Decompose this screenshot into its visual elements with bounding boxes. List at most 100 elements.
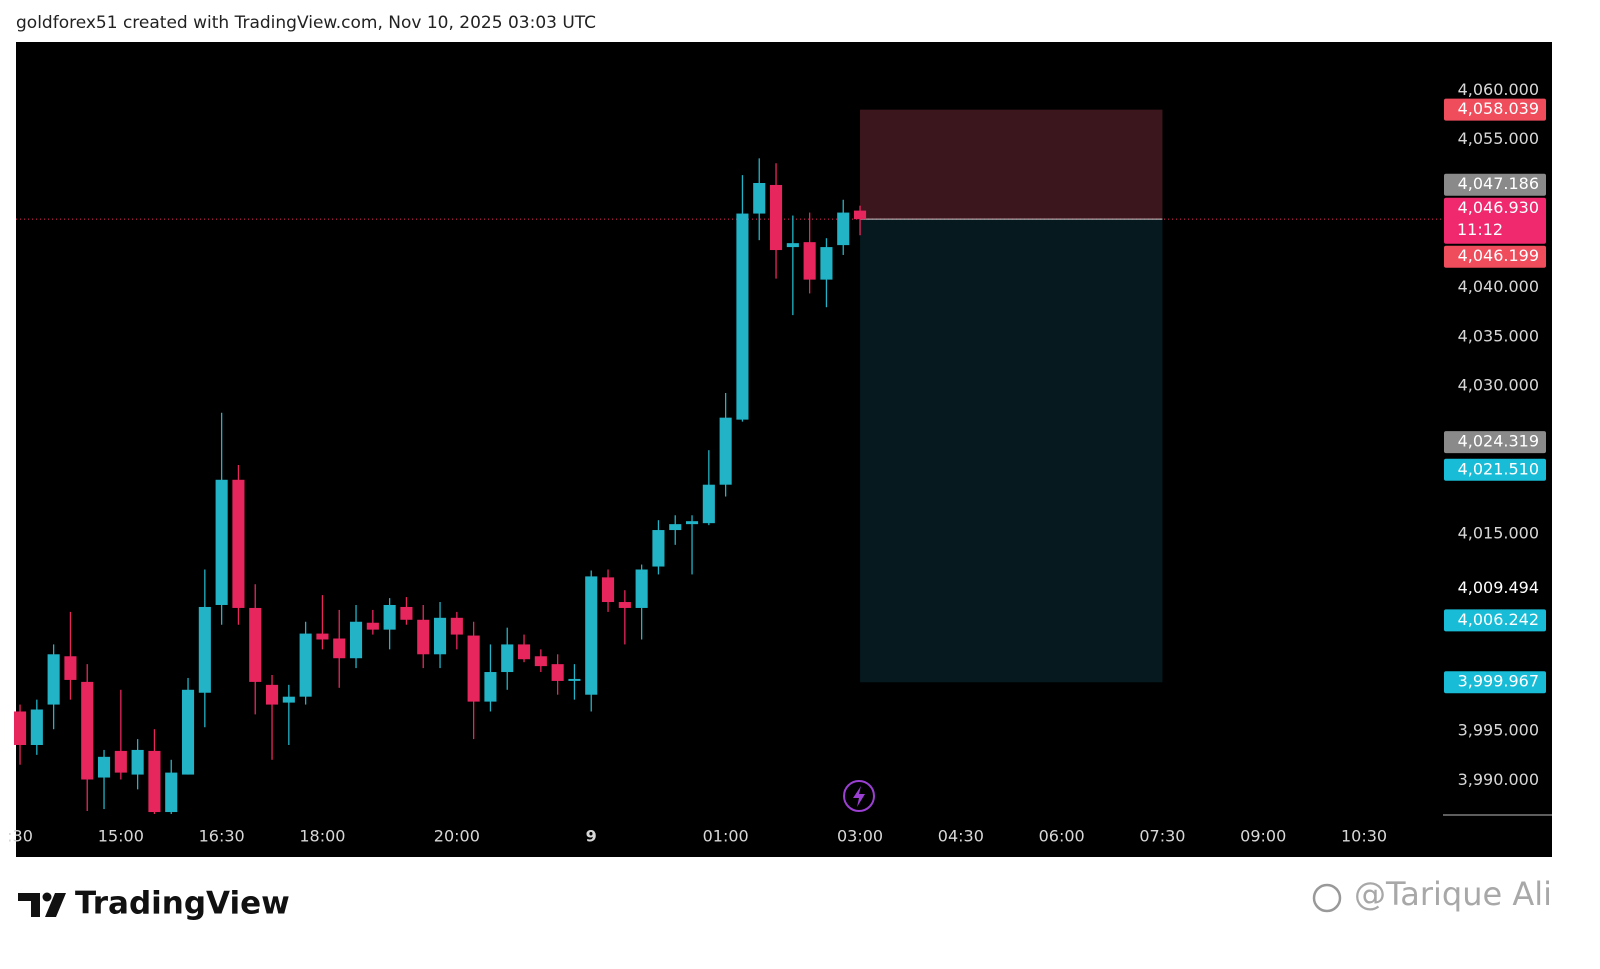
candle-body [30, 709, 43, 745]
candle-body [702, 484, 715, 524]
x-tick-label: 01:00 [703, 827, 749, 846]
candle-body [114, 750, 127, 773]
x-tick-label: 20:00 [434, 827, 480, 846]
candle-body [820, 247, 833, 280]
candle-body [400, 606, 413, 620]
price-label: 4,009.494 [1458, 578, 1539, 597]
price-label-box [1444, 609, 1546, 632]
watermark-icon [1312, 883, 1342, 913]
brand-logo [18, 892, 66, 917]
candle-body [719, 417, 732, 485]
price-label-text: 4,009.494 [1458, 578, 1539, 597]
watermark: @Tarique Ali [1354, 875, 1552, 913]
candle-body [383, 604, 396, 630]
price-label: 3,999.967 [1444, 671, 1546, 694]
y-tick-label: 4,060.000 [1458, 80, 1539, 99]
price-label-box [1444, 173, 1546, 196]
candle-body [64, 656, 77, 680]
price-label-text: 4,047.186 [1458, 174, 1539, 193]
candle-body [685, 521, 699, 525]
x-tick-label: 9 [586, 827, 597, 846]
x-tick-label: :30 [7, 827, 33, 846]
candle-body [585, 576, 598, 695]
candle-body [81, 681, 94, 780]
candle-body [316, 633, 329, 640]
candle-body [786, 243, 799, 248]
candle-body [13, 711, 27, 745]
x-tick-label: 09:00 [1240, 827, 1286, 846]
chart-area [16, 42, 1552, 857]
target-zone [860, 219, 1163, 683]
y-tick-label: 4,035.000 [1458, 326, 1539, 345]
candle-body [131, 749, 144, 775]
candle-body [568, 678, 581, 681]
price-label-text: 4,024.319 [1458, 432, 1539, 451]
price-label-box [1444, 245, 1546, 268]
candle-body [165, 772, 178, 813]
candle-body [534, 656, 547, 667]
price-label-box [1444, 458, 1546, 481]
candle-body [736, 213, 749, 420]
x-tick-label: 04:30 [938, 827, 984, 846]
candle-body [753, 182, 766, 214]
price-label-box [1444, 197, 1546, 244]
price-label: 4,046.930 11:12 [1444, 197, 1546, 244]
x-tick-label: 15:00 [98, 827, 144, 846]
candle-body [769, 184, 783, 251]
price-label: 4,047.186 [1444, 173, 1546, 196]
candle-body [417, 619, 430, 655]
candle-body [551, 664, 564, 681]
candle-body [47, 654, 60, 705]
candle-body [366, 622, 379, 630]
price-label-text: 4,006.242 [1458, 610, 1539, 629]
header: goldforex51 created with TradingView.com… [16, 13, 596, 33]
x-tick-label: 07:30 [1139, 827, 1185, 846]
candle-body [265, 684, 279, 705]
candle-body [601, 577, 615, 603]
price-label: 4,021.510 [1444, 458, 1546, 481]
candle-body [652, 530, 665, 567]
price-label-text: 4,046.199 [1458, 246, 1539, 265]
candle-body [299, 633, 312, 697]
price-label-box [1444, 671, 1546, 694]
candle-body [635, 569, 648, 608]
candle-body [618, 602, 631, 608]
price-label-text: 4,058.039 [1458, 99, 1539, 118]
candle-body [803, 242, 816, 280]
x-tick-label: 16:30 [199, 827, 245, 846]
x-tick-label: 03:00 [837, 827, 883, 846]
candle-body [148, 750, 161, 813]
candle-body [433, 617, 447, 655]
price-label: 4,024.319 [1444, 431, 1546, 454]
candle-body [349, 621, 363, 659]
stop-zone [860, 109, 1163, 220]
candle-body [467, 635, 480, 702]
y-tick-label: 4,040.000 [1458, 277, 1539, 296]
candle-body [333, 638, 346, 659]
plot: 3,990.000 3,995.000 4,015.000 4,030.000 4,03… [7, 80, 1546, 846]
candle-body [853, 210, 867, 220]
price-label: 4,046.199 [1444, 245, 1546, 268]
x-tick-label: 18:00 [299, 827, 345, 846]
y-tick-label: 3,995.000 [1458, 721, 1539, 740]
x-tick-label: 10:30 [1341, 827, 1387, 846]
price-label-text: 3,999.967 [1458, 672, 1539, 691]
alert-bolt [853, 786, 865, 807]
candle-body [249, 607, 262, 682]
y-tick-label: 4,030.000 [1458, 376, 1539, 395]
candle-body [484, 672, 497, 702]
y-tick-label: 4,055.000 [1458, 129, 1539, 148]
alert-icon[interactable] [843, 780, 875, 812]
candle-body [198, 606, 211, 693]
price-label: 4,058.039 [1444, 98, 1546, 121]
price-label-box [1444, 98, 1546, 121]
price-label-text: 4,046.930 [1458, 198, 1539, 217]
brand: TradingView [75, 886, 290, 922]
candle-body [181, 689, 195, 775]
candle-body [669, 524, 682, 531]
candle-body [97, 756, 111, 778]
price-label-box [1444, 431, 1546, 454]
price-label-text: 4,021.510 [1458, 459, 1539, 478]
x-tick-label: 06:00 [1039, 827, 1085, 846]
